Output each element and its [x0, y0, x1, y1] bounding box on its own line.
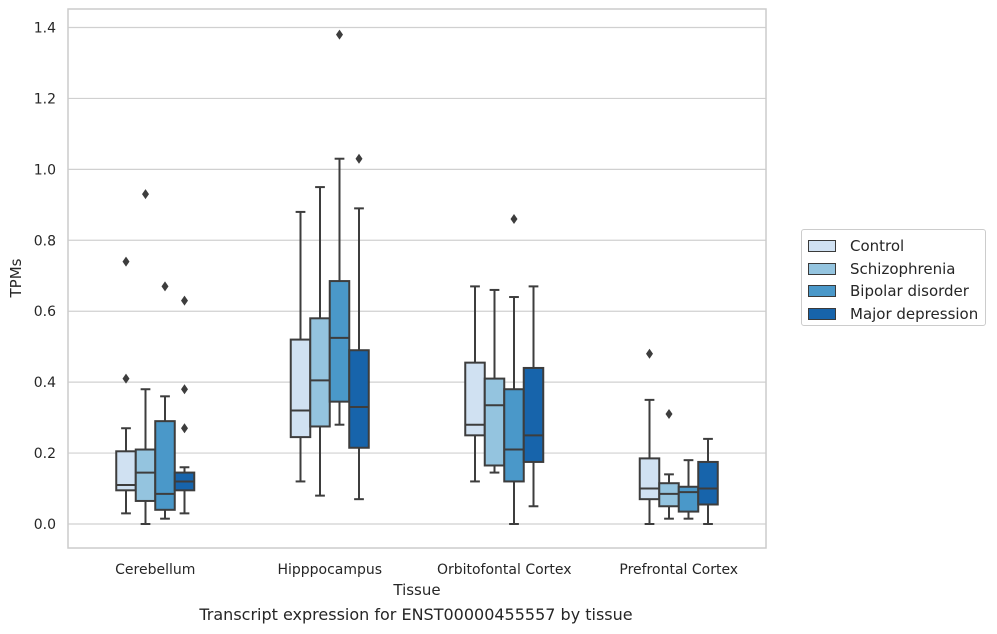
box — [328, 280, 351, 403]
gridlines — [68, 26, 766, 525]
outlier-point — [161, 281, 169, 292]
legend-swatch — [808, 240, 836, 253]
y-tick-label: 0.8 — [34, 233, 56, 249]
y-tick-label: 1.4 — [34, 21, 56, 37]
x-axis-label: Tissue — [392, 581, 440, 599]
legend-swatch — [808, 285, 836, 298]
box — [348, 349, 370, 449]
outlier-point — [665, 409, 673, 420]
box — [289, 338, 312, 439]
legend-label: Bipolar disorder — [850, 282, 969, 301]
y-tick-labels: 0.0 0.2 0.4 0.6 0.8 1.0 1.2 1.4 — [34, 21, 56, 534]
box-series — [115, 29, 719, 525]
outlier-point — [646, 348, 653, 359]
outlier-point — [181, 384, 188, 395]
chart-caption: Transcript expression for ENST0000045555… — [199, 605, 633, 624]
box — [503, 388, 525, 483]
y-tick-label: 1.0 — [34, 162, 56, 178]
x-tick-labels: Cerebellum Hipppocampus Orbitofontal Corte… — [115, 562, 738, 578]
box — [483, 377, 506, 467]
box — [154, 420, 176, 511]
legend-label: Schizophrenia — [850, 259, 956, 278]
outlier-point — [181, 295, 188, 306]
legend-label: Major depression — [850, 304, 979, 323]
plot-frame — [67, 8, 767, 549]
y-tick-label: 0.4 — [34, 375, 56, 391]
box-schizophrenia — [483, 288, 506, 474]
x-tick-label: Cerebellum — [115, 562, 195, 578]
box — [309, 317, 331, 428]
box-control — [115, 256, 137, 515]
x-tick-label: Prefrontal Cortex — [619, 562, 738, 578]
outlier-point — [122, 373, 130, 384]
legend-item: Control — [808, 235, 985, 258]
box-bipolar-disorder — [677, 459, 700, 520]
box-control — [289, 210, 312, 483]
box-control — [464, 285, 486, 483]
y-tick-label: 0.6 — [34, 304, 56, 320]
box-major-depression — [173, 295, 196, 515]
legend-swatch — [808, 262, 836, 275]
box — [697, 460, 719, 506]
legend-label: Control — [850, 237, 905, 256]
y-tick-label: 0.0 — [34, 517, 56, 533]
legend-item: Schizophrenia — [808, 258, 985, 281]
outlier-point — [510, 214, 518, 225]
box — [638, 457, 661, 501]
y-tick-label: 1.2 — [34, 91, 56, 107]
outlier-point — [355, 153, 363, 164]
x-tick-label: Orbitofontal Cortex — [437, 562, 572, 578]
box-bipolar-disorder — [503, 214, 525, 525]
outlier-point — [336, 29, 343, 40]
box-major-depression — [348, 153, 370, 501]
box — [677, 485, 700, 513]
y-tick-label: 0.2 — [34, 446, 56, 462]
x-tick-label: Hipppocampus — [277, 562, 382, 578]
outlier-point — [122, 256, 130, 267]
box-bipolar-disorder — [328, 29, 351, 426]
box-major-depression — [522, 285, 545, 508]
box — [134, 448, 157, 502]
box-control — [638, 348, 661, 525]
y-axis-label: TPMs — [7, 258, 25, 298]
box-major-depression — [697, 437, 719, 525]
box — [522, 366, 545, 463]
legend-item: Bipolar disorder — [808, 280, 985, 303]
outlier-point — [181, 423, 188, 434]
legend-item: Major depression — [808, 303, 985, 326]
box-schizophrenia — [309, 186, 331, 497]
legend: Control Schizophrenia Bipolar disorder Majo… — [801, 229, 986, 326]
box-bipolar-disorder — [154, 281, 176, 520]
box-schizophrenia — [134, 189, 157, 525]
legend-swatch — [808, 307, 836, 320]
box-schizophrenia — [658, 409, 680, 520]
outlier-point — [142, 189, 149, 200]
